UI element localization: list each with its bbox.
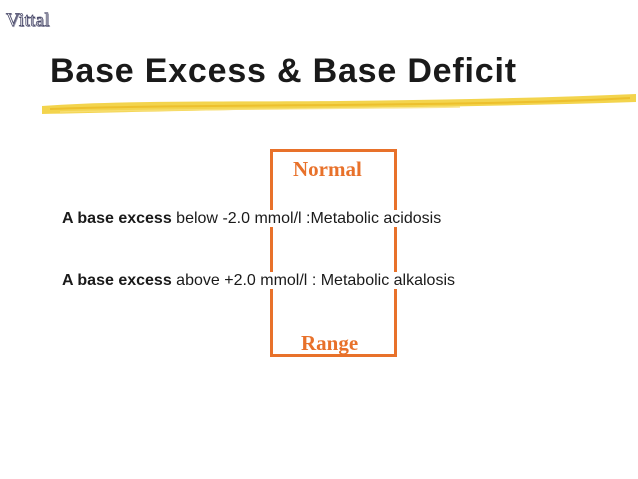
normal-range-box xyxy=(270,149,397,357)
range-box-top-label: Normal xyxy=(293,157,362,181)
range-box-bottom-label: Range xyxy=(301,331,359,355)
row-relation: below xyxy=(176,210,218,227)
row-relation: above xyxy=(176,272,220,289)
slide-title: Base Excess & Base Deficit xyxy=(50,52,517,90)
acidosis-row: A base excess below -2.0 mmol/l :Metabol… xyxy=(62,210,442,228)
row-threshold-value: +2.0 mmol/l xyxy=(224,272,308,289)
row-bold-label: A base excess xyxy=(62,272,172,289)
row-separator: : xyxy=(306,210,311,227)
row-threshold-value: -2.0 mmol/l xyxy=(222,210,302,227)
row-separator: : xyxy=(311,272,317,289)
row-bold-label: A base excess xyxy=(62,210,172,227)
title-underline-brush xyxy=(42,94,636,114)
watermark-text: Vittal xyxy=(6,10,50,32)
row-result: Metabolic alkalosis xyxy=(320,272,455,289)
row-result: Metabolic acidosis xyxy=(310,210,442,227)
alkalosis-row: A base excess above +2.0 mmol/l : Metabo… xyxy=(62,272,455,290)
